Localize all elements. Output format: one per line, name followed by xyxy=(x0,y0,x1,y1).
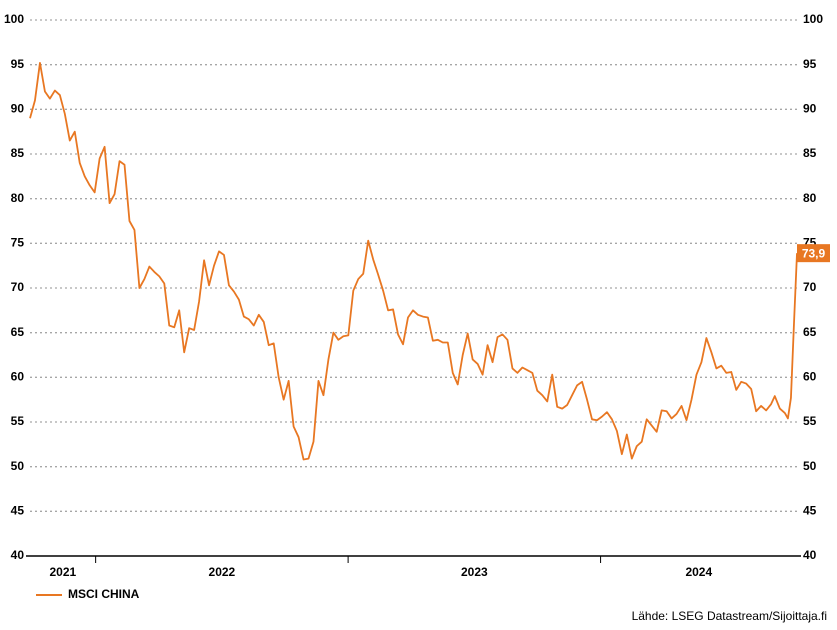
y2-tick-label: 90 xyxy=(803,102,817,116)
y-tick-label: 80 xyxy=(11,191,25,205)
y-tick-label: 50 xyxy=(11,459,25,473)
y-tick-label: 40 xyxy=(11,548,25,562)
y-tick-label: 85 xyxy=(11,146,25,160)
legend-label: MSCI CHINA xyxy=(68,587,140,601)
y-tick-label: 70 xyxy=(11,280,25,294)
y2-tick-label: 60 xyxy=(803,370,817,384)
x-tick-label: 2021 xyxy=(49,565,76,579)
y-tick-label: 60 xyxy=(11,370,25,384)
y2-tick-label: 55 xyxy=(803,414,817,428)
y2-tick-label: 50 xyxy=(803,459,817,473)
y2-tick-label: 100 xyxy=(803,12,823,26)
y2-tick-label: 45 xyxy=(803,504,817,518)
y-tick-label: 95 xyxy=(11,57,25,71)
y2-tick-label: 65 xyxy=(803,325,817,339)
y-tick-label: 75 xyxy=(11,236,25,250)
source-note: Lähde: LSEG Datastream/Sijoittaja.fi xyxy=(632,609,827,623)
end-label-box xyxy=(797,244,830,263)
end-label: 73,9 xyxy=(802,246,826,260)
x-tick-label: 2023 xyxy=(461,565,488,579)
y-tick-label: 55 xyxy=(11,414,25,428)
x-tick-label: 2024 xyxy=(685,565,712,579)
y-tick-label: 45 xyxy=(11,504,25,518)
y2-tick-label: 40 xyxy=(803,548,817,562)
y-tick-label: 100 xyxy=(4,12,24,26)
x-tick-label: 2022 xyxy=(209,565,236,579)
data-line xyxy=(29,61,798,461)
y2-tick-label: 85 xyxy=(803,146,817,160)
y2-tick-label: 80 xyxy=(803,191,817,205)
y-tick-label: 65 xyxy=(11,325,25,339)
y2-tick-label: 95 xyxy=(803,57,817,71)
y2-tick-label: 70 xyxy=(803,280,817,294)
y-tick-label: 90 xyxy=(11,102,25,116)
